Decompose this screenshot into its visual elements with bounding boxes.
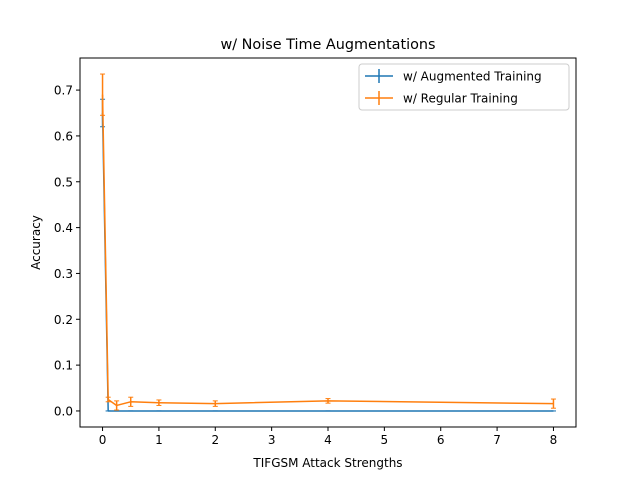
x-tick-label: 8	[550, 433, 558, 447]
data-point	[325, 398, 331, 404]
x-tick-label: 1	[155, 433, 163, 447]
data-point	[212, 400, 218, 407]
x-tick-label: 4	[324, 433, 332, 447]
legend-entry: w/ Augmented Training	[365, 69, 542, 84]
y-tick-label: 0.1	[54, 359, 73, 373]
x-tick-label: 5	[381, 433, 389, 447]
y-tick-label: 0.5	[54, 175, 73, 189]
x-tick-label: 7	[493, 433, 501, 447]
series-line	[101, 94, 554, 407]
series-2	[100, 73, 556, 411]
x-axis-label: TIFGSM Attack Strengths	[252, 456, 402, 470]
y-tick-label: 0.6	[54, 129, 73, 143]
x-tick-label: 2	[211, 433, 219, 447]
legend-label: w/ Regular Training	[403, 92, 518, 106]
legend: w/ Augmented Training w/ Regular Training	[358, 63, 570, 111]
y-tick-label: 0.4	[54, 221, 73, 235]
legend-box	[358, 63, 570, 111]
x-tick-label: 6	[437, 433, 445, 447]
chart-title: w/ Noise Time Augmentations	[220, 37, 435, 53]
y-tick-label: 0.0	[54, 404, 73, 418]
y-tick-label: 0.2	[54, 313, 73, 327]
data-point	[128, 396, 134, 407]
plot-area	[100, 73, 556, 412]
data-point	[100, 73, 106, 116]
data-point	[105, 396, 111, 403]
y-axis-label: Accuracy	[29, 215, 43, 270]
y-tick-label: 0.3	[54, 267, 73, 281]
y-tick-label: 0.7	[54, 84, 73, 98]
data-point	[550, 398, 556, 409]
x-tick-label: 0	[99, 433, 107, 447]
legend-entry: w/ Regular Training	[365, 91, 518, 106]
data-point	[114, 400, 120, 411]
axis-ticks: 0 1 2 3 4 5 6 7 8 0.0 0.1 0.2 0.3 0.4 0.5 0.6 0.7	[54, 84, 557, 447]
x-tick-label: 3	[268, 433, 276, 447]
legend-label: w/ Augmented Training	[403, 70, 542, 84]
data-point	[156, 399, 162, 406]
